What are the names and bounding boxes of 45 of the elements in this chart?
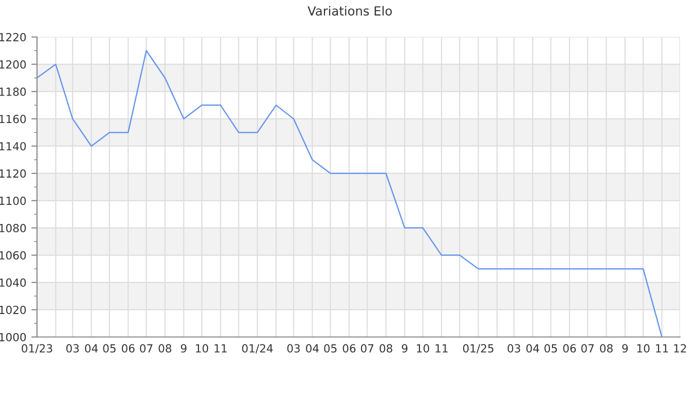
- x-tick-label: 9: [622, 344, 628, 353]
- x-tick-label: 04: [85, 344, 98, 353]
- y-tick-label: 1060: [0, 251, 26, 260]
- x-tick-label: 9: [180, 344, 186, 353]
- x-tick-label: 01/25: [463, 344, 494, 354]
- y-tick-label: 1180: [0, 88, 26, 96]
- x-tick-label: 03: [287, 344, 300, 353]
- x-tick-label: 11: [214, 344, 227, 352]
- y-tick-label: 1080: [0, 224, 26, 232]
- y-tick-label: 1040: [0, 278, 26, 287]
- x-tick-label: 06: [122, 344, 135, 353]
- y-tick-label: 1120: [0, 169, 26, 178]
- y-tick-label: 1100: [0, 196, 26, 206]
- x-tick-label: 10: [416, 344, 430, 353]
- x-tick-label: 03: [508, 344, 520, 353]
- x-tick-label: 08: [380, 344, 392, 353]
- x-tick-label: 12: [674, 344, 686, 352]
- x-tick-label: 9: [402, 344, 408, 353]
- x-tick-label: 06: [563, 344, 576, 353]
- chart-title: Variations Elo: [308, 6, 392, 16]
- x-tick-label: 05: [544, 344, 557, 353]
- y-tick-label: 1000: [0, 332, 26, 342]
- x-tick-label: 03: [66, 344, 79, 353]
- y-tick-label: 1020: [0, 306, 26, 314]
- x-tick-label: 08: [158, 344, 172, 353]
- x-tick-label: 07: [581, 344, 594, 353]
- x-tick-label: 05: [103, 344, 116, 353]
- x-tick-label: 11: [656, 344, 668, 352]
- x-tick-label: 06: [342, 344, 356, 353]
- x-tick-label: 11: [436, 344, 448, 352]
- y-tick-label: 1220: [0, 32, 26, 42]
- x-tick-label: 04: [526, 344, 540, 353]
- line-series: [37, 50, 663, 337]
- y-tick-label: 1140: [0, 142, 26, 150]
- x-tick-label: 08: [600, 344, 613, 353]
- y-tick-label: 1200: [0, 60, 26, 69]
- x-tick-label: 10: [637, 344, 650, 353]
- x-tick-label: 10: [196, 344, 208, 353]
- x-tick-label: 07: [140, 344, 152, 353]
- x-tick-label: 01/24: [242, 344, 273, 354]
- y-tick-label: 1160: [0, 114, 26, 124]
- x-tick-label: 04: [306, 344, 319, 353]
- x-tick-label: 07: [360, 344, 374, 353]
- x-tick-label: 01/23: [22, 344, 52, 354]
- x-tick-label: 05: [324, 344, 337, 353]
